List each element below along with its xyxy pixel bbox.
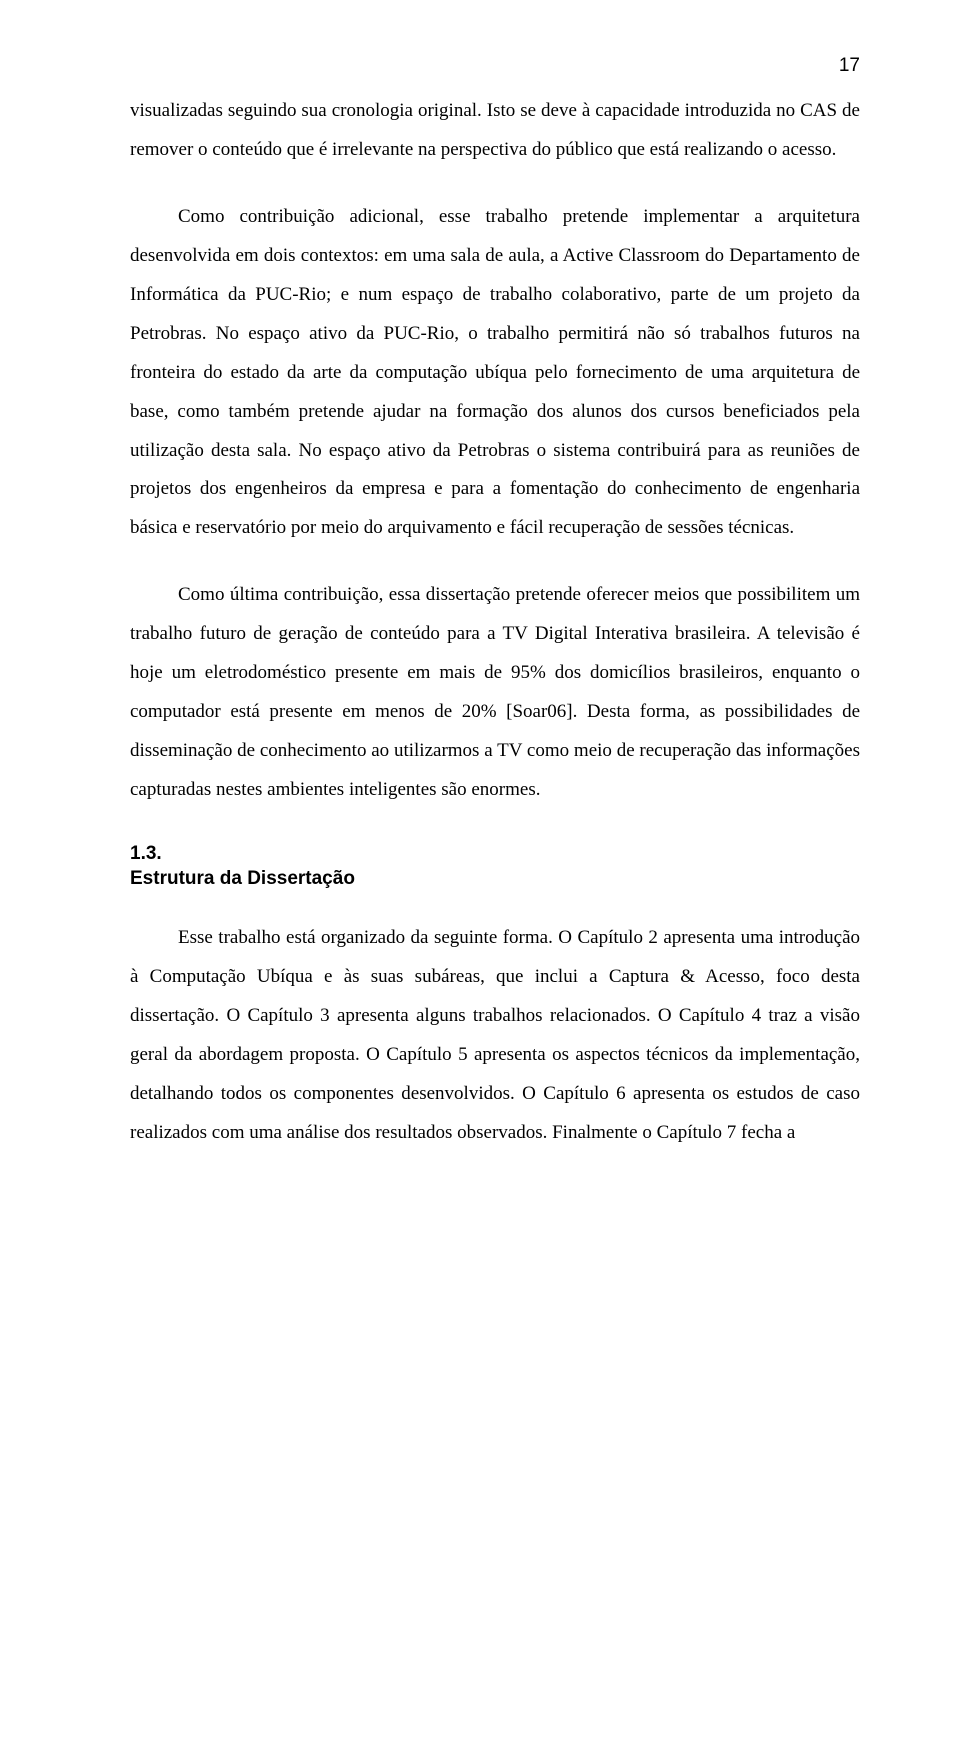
section-heading: 1.3. Estrutura da Dissertação <box>130 842 860 891</box>
paragraph-2: Como contribuição adicional, esse trabal… <box>130 198 860 548</box>
section-title: Estrutura da Dissertação <box>130 867 860 892</box>
paragraph-4: Esse trabalho está organizado da seguint… <box>130 919 860 1153</box>
section-body-block: Esse trabalho está organizado da seguint… <box>130 919 860 1153</box>
section-number: 1.3. <box>130 842 860 867</box>
paragraph-3: Como última contribuição, essa dissertaç… <box>130 576 860 810</box>
page-number: 17 <box>839 55 860 77</box>
body-text-block: visualizadas seguindo sua cronologia ori… <box>130 92 860 810</box>
paragraph-1: visualizadas seguindo sua cronologia ori… <box>130 92 860 170</box>
